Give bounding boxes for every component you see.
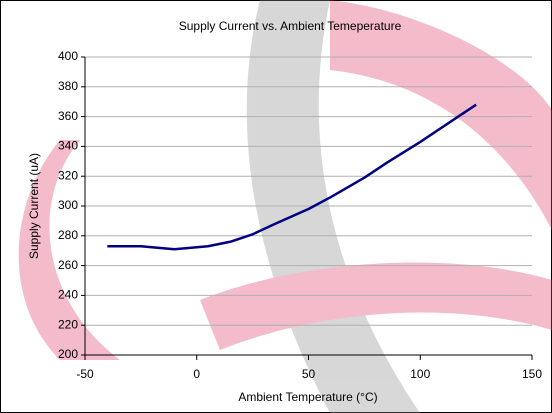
x-tick-label: -50 <box>76 367 94 381</box>
chart-title: Supply Current vs. Ambient Temeperature <box>179 19 402 33</box>
data-line <box>107 103 477 251</box>
y-tick-label: 400 <box>58 49 78 63</box>
x-axis-label: Ambient Temperature (°C) <box>238 390 377 404</box>
y-tick-label: 320 <box>58 168 78 182</box>
y-tick-label: 220 <box>58 317 78 331</box>
y-tick-label: 380 <box>58 79 78 93</box>
y-tick-label: 360 <box>58 109 78 123</box>
x-tick-label: 100 <box>410 367 430 381</box>
y-tick-label: 340 <box>58 139 78 153</box>
y-tick-label: 280 <box>58 228 78 242</box>
y-tick-label: 240 <box>58 288 78 302</box>
y-tick-label: 200 <box>58 347 78 361</box>
x-tick-label: 0 <box>193 367 200 381</box>
x-tick-label: 50 <box>302 367 316 381</box>
x-tick-label: 150 <box>522 367 542 381</box>
y-axis-label: Supply Current (uA) <box>27 153 41 259</box>
y-tick-label: 260 <box>58 258 78 272</box>
y-tick-label: 300 <box>58 198 78 212</box>
